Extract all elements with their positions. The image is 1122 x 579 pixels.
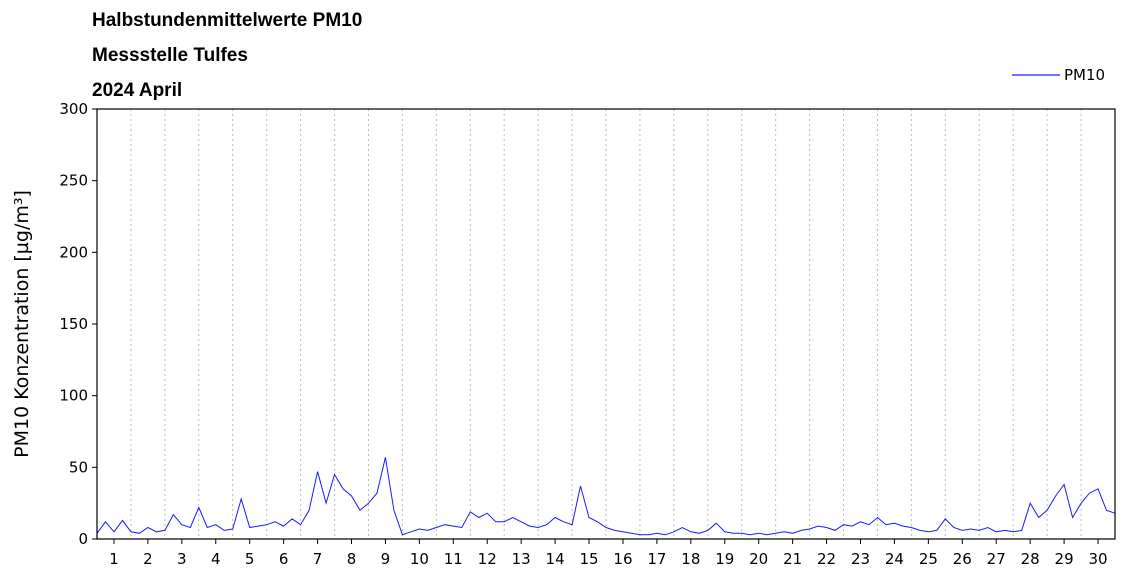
x-tick-label: 21 bbox=[783, 550, 802, 568]
chart-title: Halbstundenmittelwerte PM10 bbox=[92, 10, 362, 31]
x-tick-label: 12 bbox=[478, 550, 497, 568]
x-tick-label: 6 bbox=[279, 550, 289, 568]
x-tick-label: 19 bbox=[715, 550, 734, 568]
x-tick-label: 28 bbox=[1021, 550, 1040, 568]
y-axis-label: PM10 Konzentration [µg/m³] bbox=[11, 190, 33, 458]
chart-title: Messstelle Tulfes bbox=[92, 45, 248, 66]
x-tick-label: 14 bbox=[546, 550, 565, 568]
y-tick-label: 300 bbox=[59, 100, 88, 118]
plot-frame bbox=[96, 108, 1116, 540]
x-tick-label: 11 bbox=[444, 550, 463, 568]
y-tick-label: 150 bbox=[59, 315, 88, 333]
y-tick-label: 200 bbox=[59, 243, 88, 261]
y-tick-label: 250 bbox=[59, 172, 88, 190]
x-tick-label: 24 bbox=[885, 550, 904, 568]
x-tick-label: 18 bbox=[681, 550, 700, 568]
y-tick-label: 0 bbox=[78, 530, 88, 548]
x-tick-label: 22 bbox=[817, 550, 836, 568]
x-tick-label: 10 bbox=[410, 550, 429, 568]
x-tick-label: 8 bbox=[347, 550, 357, 568]
x-tick-label: 25 bbox=[919, 550, 938, 568]
legend-label: PM10 bbox=[1064, 66, 1105, 84]
chart-title: 2024 April bbox=[92, 80, 182, 101]
x-tick-label: 29 bbox=[1055, 550, 1074, 568]
y-tick-label: 100 bbox=[59, 387, 88, 405]
x-tick-label: 13 bbox=[512, 550, 531, 568]
x-tick-label: 20 bbox=[749, 550, 768, 568]
x-tick-label: 16 bbox=[613, 550, 632, 568]
x-tick-label: 15 bbox=[579, 550, 598, 568]
x-tick-label: 23 bbox=[851, 550, 870, 568]
x-tick-label: 1 bbox=[109, 550, 119, 568]
x-tick-label: 4 bbox=[211, 550, 221, 568]
x-tick-label: 9 bbox=[381, 550, 391, 568]
data-line bbox=[96, 457, 1116, 536]
x-tick-label: 3 bbox=[177, 550, 187, 568]
x-tick-label: 26 bbox=[953, 550, 972, 568]
x-tick-label: 27 bbox=[987, 550, 1006, 568]
y-tick-label: 50 bbox=[69, 458, 88, 476]
x-tick-label: 7 bbox=[313, 550, 323, 568]
x-tick-label: 5 bbox=[245, 550, 255, 568]
x-tick-label: 2 bbox=[143, 550, 153, 568]
x-tick-label: 17 bbox=[647, 550, 666, 568]
x-tick-label: 30 bbox=[1088, 550, 1107, 568]
